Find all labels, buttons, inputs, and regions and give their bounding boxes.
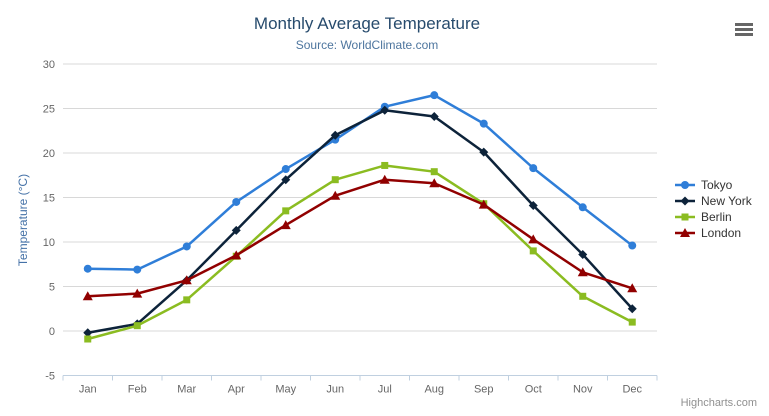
chart-title: Monthly Average Temperature	[253, 14, 481, 33]
y-axis-tick-label: 20	[43, 148, 55, 160]
data-point-marker-new-york[interactable]	[380, 105, 390, 115]
data-point-marker-berlin[interactable]	[430, 168, 438, 176]
chart-subtitle: Source: WorldClimate.com	[295, 38, 439, 52]
legend: Tokyo New York Berlin London	[674, 177, 752, 241]
data-point-marker-london[interactable]	[577, 267, 588, 277]
x-axis-tick-label: Mar	[177, 384, 196, 396]
data-point-marker-london[interactable]	[181, 275, 192, 285]
data-point-marker-london[interactable]	[528, 234, 539, 244]
data-point-marker-new-york[interactable]	[578, 249, 588, 259]
data-point-marker-new-york[interactable]	[627, 304, 637, 314]
series-london	[82, 174, 638, 301]
x-axis-tick-label: Apr	[228, 384, 245, 396]
y-axis-tick-label: -5	[45, 371, 55, 383]
y-axis-tick-label: 25	[43, 104, 55, 116]
data-point-marker-berlin[interactable]	[579, 292, 587, 300]
y-axis-tick-label: 15	[43, 193, 55, 205]
data-point-marker-tokyo[interactable]	[529, 164, 538, 173]
series-line-new-york	[86, 109, 634, 335]
data-point-marker-tokyo[interactable]	[83, 264, 92, 273]
y-axis-title: Temperature (°C)	[16, 173, 30, 267]
data-point-marker-london[interactable]	[231, 250, 242, 260]
data-point-marker-new-york[interactable]	[281, 175, 291, 185]
series-tokyo	[83, 91, 637, 274]
diamond-marker-icon	[675, 196, 695, 206]
series-new-york	[83, 105, 637, 338]
series-line-tokyo	[86, 93, 634, 271]
data-point-marker-london[interactable]	[627, 283, 638, 293]
data-point-marker-london[interactable]	[429, 178, 440, 188]
y-axis-tick-label: 30	[43, 59, 55, 71]
data-point-marker-new-york[interactable]	[231, 225, 241, 235]
data-point-marker-tokyo[interactable]	[281, 165, 290, 174]
data-point-marker-tokyo[interactable]	[232, 197, 241, 206]
data-point-marker-tokyo[interactable]	[628, 241, 637, 250]
data-point-marker-tokyo[interactable]	[182, 242, 191, 251]
legend-label: Tokyo	[701, 178, 733, 192]
data-point-marker-berlin[interactable]	[331, 176, 339, 184]
x-axis-tick-label: Oct	[525, 384, 542, 396]
data-point-marker-london[interactable]	[132, 288, 143, 298]
legend-label: New York	[701, 194, 752, 208]
x-axis-tick-label: Feb	[128, 384, 147, 396]
legend-item-berlin[interactable]: Berlin	[674, 209, 752, 225]
x-axis-tick-label: Nov	[573, 384, 593, 396]
data-point-marker-london[interactable]	[280, 220, 291, 230]
x-axis-tick-label: Jul	[378, 384, 392, 396]
data-point-marker-new-york[interactable]	[330, 130, 340, 140]
data-point-marker-london[interactable]	[478, 199, 489, 209]
y-axis-tick-label: 0	[49, 326, 55, 338]
x-axis-tick-label: Jun	[326, 384, 344, 396]
legend-item-london[interactable]: London	[674, 225, 752, 241]
legend-item-tokyo[interactable]: Tokyo	[674, 177, 752, 193]
data-point-marker-london[interactable]	[82, 291, 93, 301]
legend-label: Berlin	[701, 210, 732, 224]
credits-link[interactable]: Highcharts.com	[680, 397, 757, 409]
x-axis-tick-label: May	[275, 384, 296, 396]
data-point-marker-new-york[interactable]	[429, 112, 439, 122]
data-point-marker-london[interactable]	[330, 190, 341, 200]
x-axis-tick-label: Aug	[424, 384, 444, 396]
hamburger-icon	[735, 22, 753, 26]
data-point-marker-berlin[interactable]	[628, 318, 636, 326]
triangle-marker-icon	[675, 228, 695, 237]
data-point-marker-berlin[interactable]	[183, 296, 191, 304]
data-point-marker-new-york[interactable]	[479, 147, 489, 157]
series-line-london	[86, 178, 634, 298]
data-point-marker-berlin[interactable]	[529, 247, 537, 255]
y-axis-tick-label: 10	[43, 237, 55, 249]
y-axis-tick-label: 5	[49, 282, 55, 294]
x-axis-tick-label: Jan	[79, 384, 97, 396]
data-point-marker-new-york[interactable]	[83, 328, 93, 338]
data-point-marker-berlin[interactable]	[381, 161, 389, 169]
legend-item-new-york[interactable]: New York	[674, 193, 752, 209]
data-point-marker-london[interactable]	[379, 174, 390, 184]
data-point-marker-tokyo[interactable]	[479, 119, 488, 128]
data-point-marker-berlin[interactable]	[282, 207, 290, 215]
export-menu-button[interactable]	[731, 18, 757, 40]
x-axis-tick-label: Sep	[474, 384, 494, 396]
data-point-marker-new-york[interactable]	[528, 201, 538, 211]
data-point-marker-tokyo[interactable]	[133, 265, 142, 274]
data-point-marker-tokyo[interactable]	[578, 203, 587, 212]
x-axis-tick-label: Dec	[622, 384, 642, 396]
legend-label: London	[701, 226, 742, 240]
data-point-marker-berlin[interactable]	[84, 335, 92, 343]
data-point-marker-berlin[interactable]	[133, 322, 141, 330]
series-line-berlin	[86, 164, 634, 341]
hamburger-icon	[735, 32, 753, 36]
circle-marker-icon	[675, 181, 695, 189]
square-marker-icon	[675, 213, 695, 221]
data-point-marker-tokyo[interactable]	[430, 91, 439, 100]
hamburger-icon	[735, 27, 753, 31]
